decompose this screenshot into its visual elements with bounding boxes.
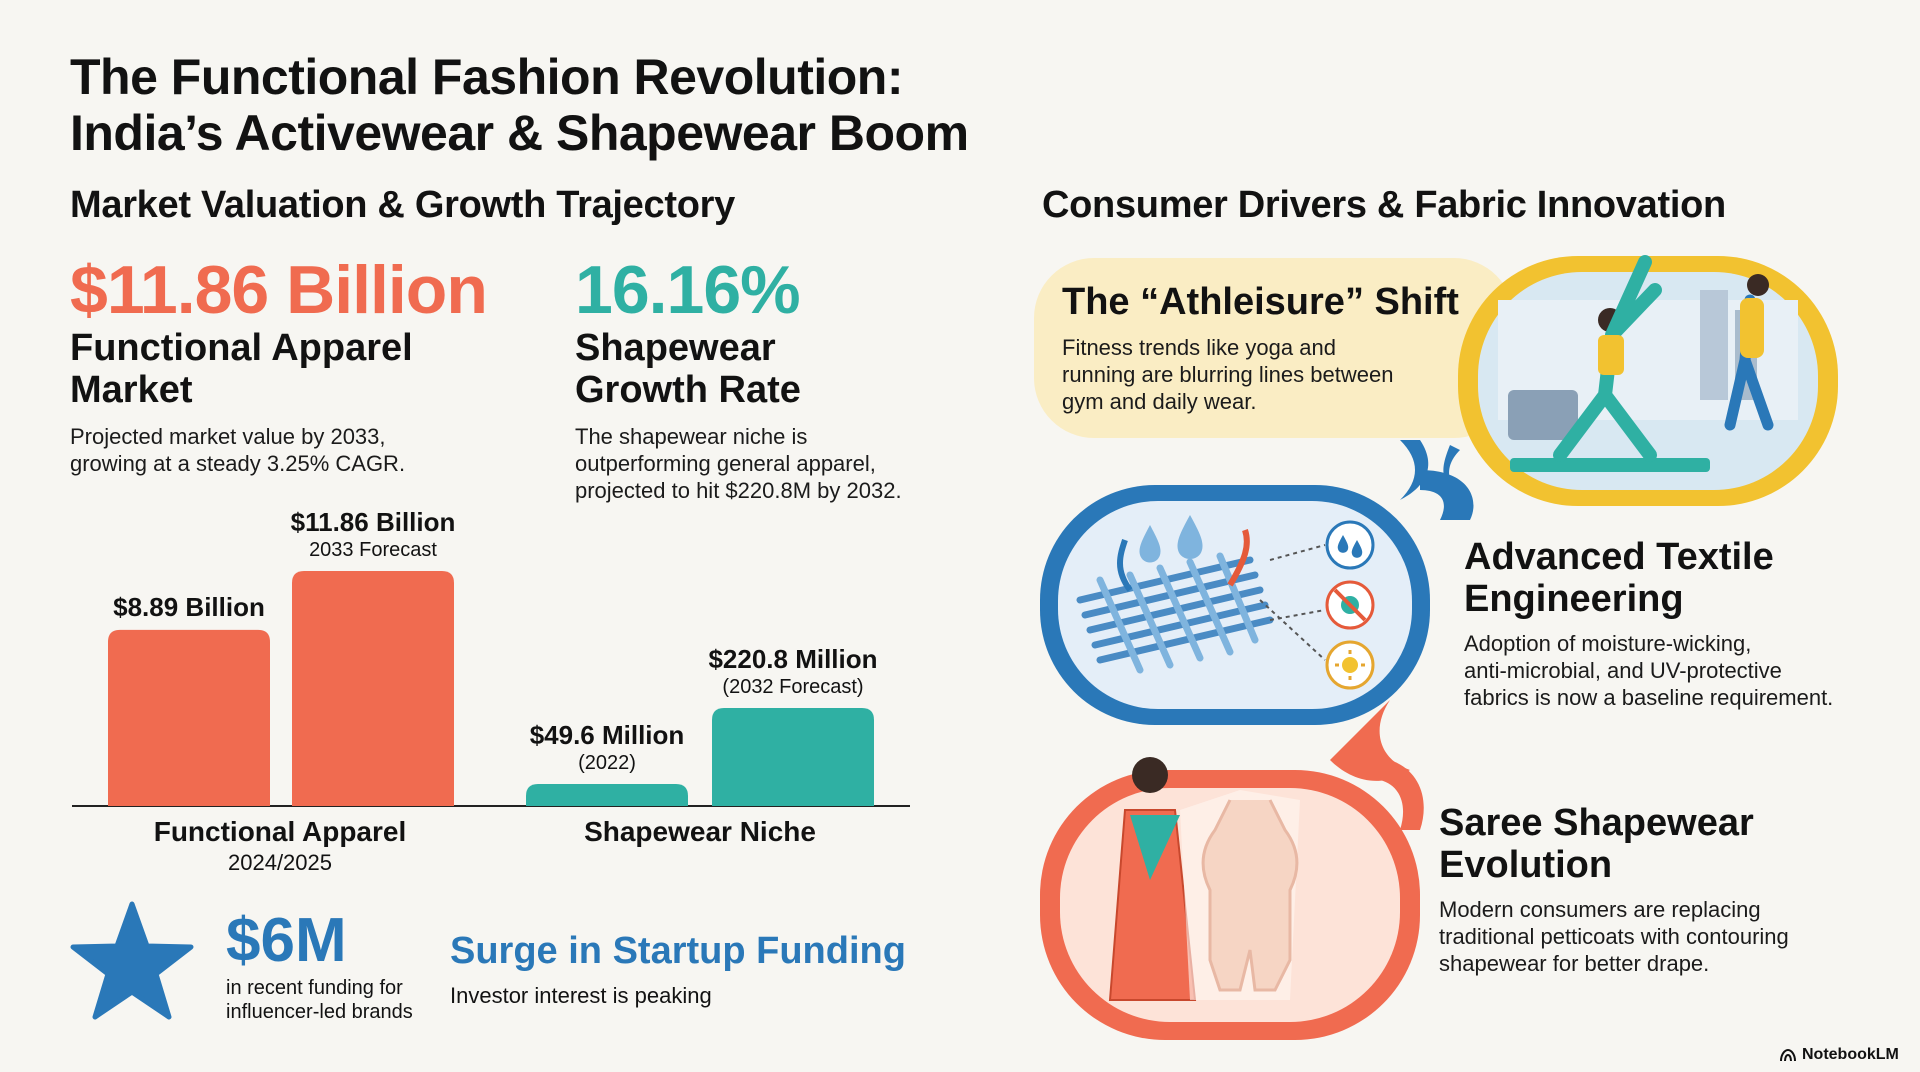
treadmill	[1508, 390, 1578, 440]
notebooklm-brand-text: NotebookLM	[1802, 1046, 1899, 1063]
water-drop-icon	[1325, 520, 1375, 570]
bar-shapewear-2	[712, 708, 874, 806]
funding-value: $6M	[226, 906, 347, 975]
shapewear-label-line: Shapewear	[575, 327, 776, 369]
group-axis-label: Functional Apparel	[153, 816, 407, 847]
bar-value-label: $11.86 Billion	[290, 507, 456, 537]
bar-value-label: $220.8 Million	[708, 644, 878, 674]
sun-core	[1342, 657, 1358, 673]
athleisure-body-line: running are blurring lines between	[1062, 362, 1394, 387]
saree-pallu	[1130, 815, 1180, 880]
funding-subtitle: Investor interest is peaking	[450, 983, 712, 1008]
athleisure-body-line: Fitness trends like yoga and	[1062, 335, 1336, 360]
saree-body: Modern consumers are replacing tradition…	[1439, 896, 1789, 977]
apparel-market-label: Functional Apparel Market	[70, 327, 413, 411]
saree-body-line: Modern consumers are replacing	[1439, 897, 1761, 922]
shapewear-growth-label: Shapewear Growth Rate	[575, 327, 801, 411]
textile-title-line: Advanced Textile	[1464, 536, 1774, 578]
saree-title-line: Evolution	[1439, 844, 1613, 886]
connector-shape	[1420, 470, 1474, 520]
textile-body-line: anti-microbial, and UV-protective	[1464, 658, 1782, 683]
apparel-market-value: $11.86 Billion	[70, 252, 488, 328]
notebooklm-badge: NotebookLM	[1780, 1046, 1899, 1064]
bar-apparel-1	[108, 629, 270, 806]
bar-sub-label: (2022)	[578, 751, 636, 774]
connector-shape	[1443, 445, 1470, 505]
city-building	[1700, 290, 1728, 400]
apparel-label-line: Functional Apparel	[70, 327, 413, 369]
page-title-line-2: India’s Activewear & Shapewear Boom	[70, 105, 969, 161]
drivers-illustration	[1034, 255, 1838, 1040]
walker-head	[1747, 274, 1769, 296]
saree-title-line: Saree Shapewear	[1439, 802, 1754, 844]
woven-fabric	[1076, 552, 1274, 674]
saree-title: Saree Shapewear Evolution	[1439, 802, 1754, 886]
shapewear-growth-description: The shapewear niche is outperforming gen…	[575, 423, 902, 504]
bar-value-label: $8.89 Billion	[113, 591, 265, 622]
athleisure-body: Fitness trends like yoga and running are…	[1062, 334, 1393, 415]
yoga-top	[1598, 335, 1624, 375]
wicking-arrow	[1117, 539, 1133, 592]
water-drop-icon	[1139, 525, 1161, 563]
apparel-market-description: Projected market value by 2033, growing …	[70, 423, 405, 477]
shapewear-label-line: Growth Rate	[575, 369, 801, 411]
notebooklm-logo-icon	[1780, 1048, 1796, 1062]
apparel-label-line: Market	[70, 369, 193, 411]
heat-arrow	[1227, 529, 1250, 587]
shapewear-garment	[1201, 799, 1299, 992]
funding-description: in recent funding for influencer-led bra…	[226, 976, 413, 1024]
saree-body-line: shapewear for better drape.	[1439, 951, 1710, 976]
shapewear-growth-value: 16.16%	[575, 252, 801, 328]
yoga-mat	[1510, 458, 1710, 472]
walker-jacket	[1740, 298, 1764, 358]
funding-title: Surge in Startup Funding	[450, 930, 906, 972]
athleisure-card-bg	[1034, 258, 1514, 438]
market-section-heading: Market Valuation & Growth Trajectory	[70, 184, 735, 226]
prohibited-slash	[1333, 588, 1367, 622]
bar-shapewear-1	[526, 783, 688, 806]
apparel-desc-line: growing at a steady 3.25% CAGR.	[70, 451, 406, 476]
sun-rays	[1335, 650, 1365, 680]
shapewear-desc-line: The shapewear niche is	[575, 424, 808, 449]
star-icon	[70, 901, 194, 1020]
funding-desc-line: influencer-led brands	[226, 1001, 413, 1023]
textile-body-line: Adoption of moisture-wicking,	[1464, 631, 1752, 656]
page-title-line-1: The Functional Fashion Revolution:	[70, 49, 903, 105]
shapewear-desc-line: outperforming general apparel,	[575, 451, 876, 476]
bar-sub-label: 2033 Forecast	[309, 539, 437, 561]
connector-shape	[1380, 760, 1424, 830]
bar-sub-label: (2032 Forecast)	[722, 676, 864, 698]
textile-body: Adoption of moisture-wicking, anti-micro…	[1464, 630, 1833, 711]
textile-title: Advanced Textile Engineering	[1464, 536, 1774, 620]
apparel-desc-line: Projected market value by 2033,	[70, 424, 386, 449]
saree-body-line: traditional petticoats with contouring	[1439, 924, 1789, 949]
athleisure-body-line: gym and daily wear.	[1062, 389, 1257, 414]
textile-body-line: fabrics is now a baseline requirement.	[1464, 685, 1834, 710]
bar-value-label: $49.6 Million	[529, 719, 685, 750]
connector-shape	[1400, 440, 1429, 500]
drivers-section-heading: Consumer Drivers & Fabric Innovation	[1042, 184, 1726, 226]
callout-lines	[1259, 544, 1326, 661]
textile-title-line: Engineering	[1464, 578, 1684, 620]
bar-apparel-2	[292, 571, 454, 806]
group-axis-sublabel: 2024/2025	[228, 850, 332, 875]
water-drop-icon	[1337, 535, 1363, 558]
shapewear-desc-line: projected to hit $220.8M by 2032.	[575, 478, 902, 503]
athleisure-title: The “Athleisure” Shift	[1062, 281, 1459, 323]
group-axis-label: Shapewear Niche	[584, 816, 816, 847]
funding-desc-line: in recent funding for	[226, 977, 403, 999]
market-bar-chart	[72, 571, 910, 807]
water-drop-icon	[1177, 515, 1203, 559]
woman-head	[1132, 757, 1168, 793]
